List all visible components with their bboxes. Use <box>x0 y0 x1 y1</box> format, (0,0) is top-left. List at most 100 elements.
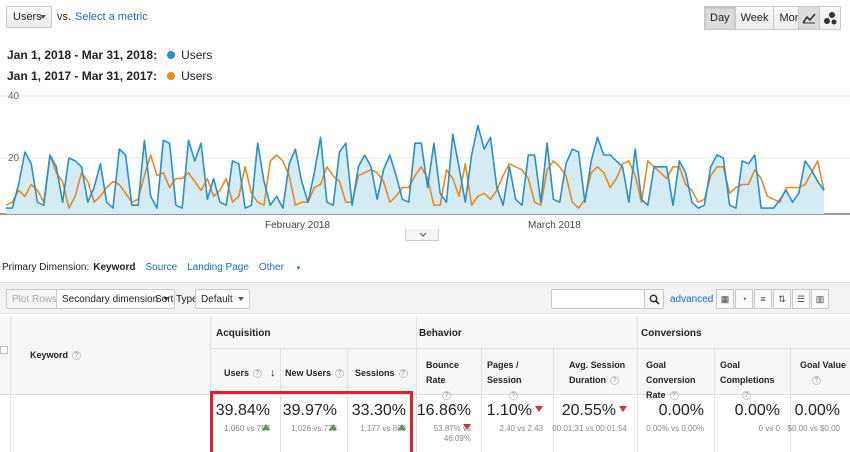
metric-value: 1.10% <box>477 402 543 420</box>
metric-value: 39.97% <box>275 402 337 438</box>
comparison-text: 2.40 vs 2.43 <box>499 424 543 433</box>
table-view-icon[interactable]: ▦ <box>716 289 734 309</box>
legend-metric: Users <box>181 48 213 62</box>
help-icon[interactable]: ? <box>669 391 679 401</box>
col-sessions[interactable]: Sessions? <box>355 366 408 381</box>
metric-select[interactable]: Users <box>6 6 52 28</box>
dimension-other[interactable]: Other ▾ <box>259 262 310 273</box>
comparison-view-icon[interactable]: ⇅ <box>773 289 791 309</box>
col-label: Goal Completions <box>720 360 775 385</box>
chevron-down-icon <box>419 232 427 237</box>
col-goal-value[interactable]: Goal Value? <box>800 358 848 388</box>
chevron-down-icon <box>163 297 170 301</box>
sort-type-select[interactable]: Default <box>195 289 250 309</box>
col-label: Sessions <box>355 368 395 378</box>
line-chart-button[interactable] <box>798 6 820 30</box>
metric-value: 39.84% <box>206 402 270 438</box>
chart-collapse-handle[interactable] <box>405 229 439 241</box>
orange-dot-icon <box>167 72 176 80</box>
col-label: Avg. Session Duration <box>569 360 626 385</box>
pivot-view-icon[interactable]: ▥ <box>811 289 829 309</box>
dimension-source[interactable]: Source <box>145 262 178 273</box>
primary-dimension-bar: Primary Dimension: Keyword Source Landin… <box>2 262 320 273</box>
table-header <box>0 316 850 395</box>
trend-down-icon <box>619 406 627 412</box>
search-button[interactable] <box>644 289 664 309</box>
value-text: 39.97% <box>282 402 337 419</box>
trend-down-icon <box>535 406 543 412</box>
plot-rows-button[interactable]: Plot Rows <box>6 289 64 309</box>
help-icon[interactable]: ? <box>812 376 821 386</box>
metric-value: 0.00% <box>634 402 704 420</box>
help-icon[interactable]: ? <box>442 391 451 401</box>
help-icon[interactable]: ? <box>253 369 263 379</box>
col-goal-completions[interactable]: Goal Completions? <box>720 358 788 403</box>
help-icon[interactable]: ? <box>398 369 408 379</box>
term-cloud-icon[interactable]: ☰ <box>792 289 810 309</box>
sort-type-label: Sort Type: <box>155 294 201 305</box>
col-bounce-rate[interactable]: Bounce Rate? <box>426 358 476 403</box>
secondary-dimension-select[interactable]: Secondary dimension <box>56 289 176 309</box>
line-chart[interactable]: 40 20 February 2018 March 2018 <box>0 86 850 236</box>
value-text: 39.84% <box>215 402 270 419</box>
help-icon[interactable]: ? <box>742 391 751 401</box>
motion-chart-button[interactable] <box>819 6 841 30</box>
bubble-chart-icon <box>824 12 837 25</box>
dimension-keyword[interactable]: Keyword <box>93 262 136 273</box>
col-label: Pages / Session <box>487 360 522 385</box>
y-tick-label: 20 <box>8 153 20 164</box>
pie-view-icon[interactable]: ◔ <box>735 289 753 309</box>
comparison-text: 0 vs 0 <box>758 424 780 433</box>
divider <box>416 316 417 452</box>
comparison-text: 1,177 vs 883 <box>360 424 406 433</box>
vs-label: vs. <box>57 11 72 23</box>
comparison-text: 0.00% vs 0.00% <box>646 424 704 433</box>
chevron-down-icon <box>40 15 46 19</box>
range-group: Day Week Month <box>704 6 817 30</box>
table-toolbar: Plot Rows Secondary dimension Sort Type:… <box>0 282 850 314</box>
col-goal-conversion-rate[interactable]: Goal Conversion Rate? <box>646 358 712 403</box>
value-text: 16.86% <box>416 402 471 419</box>
week-button[interactable]: Week <box>734 6 775 30</box>
search-input[interactable] <box>551 289 645 309</box>
select-all-checkbox[interactable] <box>0 346 8 354</box>
chevron-down-icon: ▾ <box>296 265 301 272</box>
keyword-header[interactable]: Keyword? <box>30 348 82 363</box>
legend-date-range: Jan 1, 2017 - Mar 31, 2017: <box>7 69 158 83</box>
comparison-text: 53.87% vs 46.09% <box>433 424 471 443</box>
dimension-landing-page[interactable]: Landing Page <box>187 262 249 273</box>
help-icon[interactable]: ? <box>610 376 619 386</box>
day-button[interactable]: Day <box>704 6 736 30</box>
sort-type-value: Default <box>201 293 233 305</box>
col-pages-session[interactable]: Pages / Session? <box>487 358 551 403</box>
col-label: Users <box>224 368 250 378</box>
metric-select-value: Users <box>13 11 42 23</box>
performance-view-icon[interactable]: ≡ <box>754 289 772 309</box>
y-tick-label: 40 <box>8 91 20 102</box>
keyword-header-label: Keyword <box>30 350 69 360</box>
advanced-link[interactable]: advanced <box>670 294 714 305</box>
col-avg-session-duration[interactable]: Avg. Session Duration? <box>569 358 639 388</box>
value-text: 0.00% <box>658 402 704 419</box>
col-new-users[interactable]: New Users? <box>285 366 345 381</box>
value-text: 0.00% <box>734 402 780 419</box>
chevron-down-icon <box>237 297 244 301</box>
value-text: 33.30% <box>351 402 406 419</box>
view-buttons: ▦ ◔ ≡ ⇅ ☰ ▥ <box>716 289 830 309</box>
secondary-dimension-label: Secondary dimension <box>62 293 159 305</box>
series-line <box>6 124 825 209</box>
comparison-text: $0.00 vs $0.00 <box>787 424 840 433</box>
help-icon[interactable]: ? <box>72 351 82 361</box>
divider <box>280 349 281 452</box>
help-icon[interactable]: ? <box>509 391 518 401</box>
divider <box>637 316 638 452</box>
trend-up-icon <box>262 424 270 430</box>
help-icon[interactable]: ? <box>335 369 345 379</box>
series-line <box>5 154 825 209</box>
divider <box>347 349 348 452</box>
select-metric-link[interactable]: Select a metric <box>75 11 148 23</box>
col-users[interactable]: Users? ↓ <box>224 366 276 381</box>
x-tick-label: March 2018 <box>528 220 581 231</box>
col-label: Bounce Rate <box>426 360 460 385</box>
comparison-text: 1,060 vs 758 <box>224 424 270 433</box>
